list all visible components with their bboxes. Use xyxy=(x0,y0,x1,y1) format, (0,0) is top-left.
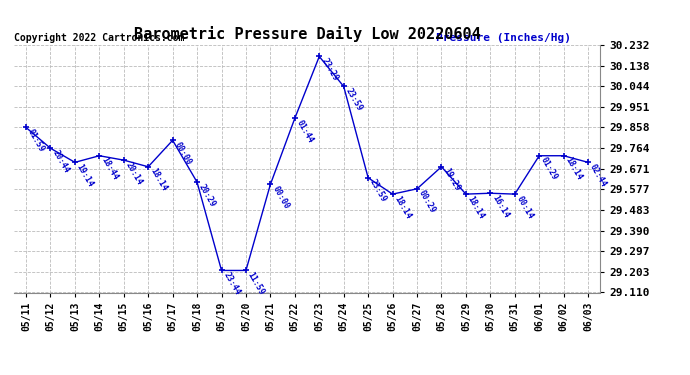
Text: 18:14: 18:14 xyxy=(393,194,413,220)
Text: 01:29: 01:29 xyxy=(539,156,560,182)
Text: 00:00: 00:00 xyxy=(270,184,290,210)
Title: Barometric Pressure Daily Low 20220604: Barometric Pressure Daily Low 20220604 xyxy=(134,27,480,42)
Text: 20:14: 20:14 xyxy=(124,160,144,186)
Text: 00:29: 00:29 xyxy=(417,189,437,215)
Text: 19:29: 19:29 xyxy=(442,167,462,193)
Text: 18:14: 18:14 xyxy=(148,167,168,193)
Text: Copyright 2022 Cartronics.com: Copyright 2022 Cartronics.com xyxy=(14,33,184,42)
Text: 00:00: 00:00 xyxy=(172,140,193,166)
Text: 23:59: 23:59 xyxy=(344,87,364,112)
Text: 23:44: 23:44 xyxy=(221,270,242,297)
Text: 02:44: 02:44 xyxy=(588,162,609,189)
Text: 11:59: 11:59 xyxy=(246,270,266,297)
Text: 01:44: 01:44 xyxy=(295,118,315,144)
Text: 19:14: 19:14 xyxy=(75,162,95,189)
Text: 18:14: 18:14 xyxy=(564,156,584,182)
Text: 23:29: 23:29 xyxy=(319,57,339,82)
Text: 16:14: 16:14 xyxy=(491,193,511,219)
Text: 20:29: 20:29 xyxy=(197,182,217,209)
Text: 23:59: 23:59 xyxy=(368,178,388,204)
Text: 18:44: 18:44 xyxy=(99,156,119,182)
Text: 00:14: 00:14 xyxy=(515,194,535,220)
Text: Pressure (Inches/Hg): Pressure (Inches/Hg) xyxy=(436,33,571,42)
Text: 01:59: 01:59 xyxy=(26,128,46,154)
Text: 20:44: 20:44 xyxy=(50,148,71,174)
Text: 18:14: 18:14 xyxy=(466,194,486,220)
